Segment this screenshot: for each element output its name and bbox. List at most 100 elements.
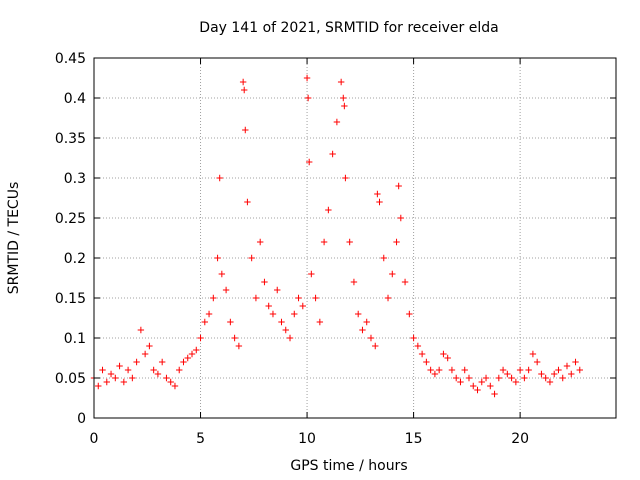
data-point <box>444 354 451 362</box>
data-point <box>227 318 234 326</box>
data-point <box>474 386 481 394</box>
data-point <box>516 366 524 374</box>
data-point <box>304 94 312 102</box>
data-point <box>525 366 532 374</box>
data-points <box>90 74 583 398</box>
data-point <box>99 366 106 374</box>
y-tick-label: 0.15 <box>55 291 86 307</box>
data-point <box>222 286 230 294</box>
data-point <box>551 370 558 378</box>
y-tick-label: 0.1 <box>64 331 86 347</box>
data-point <box>529 350 537 358</box>
data-point <box>205 310 213 318</box>
y-tick-label: 0.3 <box>64 171 86 187</box>
data-point <box>312 294 319 302</box>
data-point <box>137 326 145 334</box>
data-point <box>291 310 298 318</box>
data-point <box>278 318 285 326</box>
data-point <box>342 174 349 182</box>
data-point <box>116 362 123 370</box>
data-point <box>269 310 277 318</box>
y-tick-label: 0.45 <box>55 51 86 67</box>
x-tick-label: 15 <box>405 431 423 447</box>
data-point <box>487 382 494 390</box>
data-point <box>512 378 520 386</box>
data-point <box>154 370 162 378</box>
y-tick-label: 0.35 <box>55 131 86 147</box>
y-axis-label: SRMTID / TECUs <box>6 182 22 295</box>
data-point <box>482 374 490 382</box>
data-point <box>188 350 196 358</box>
data-point <box>372 342 379 350</box>
data-point <box>120 378 128 386</box>
data-point <box>457 378 464 386</box>
data-point <box>235 342 243 350</box>
data-point <box>354 310 362 318</box>
data-point <box>395 182 402 190</box>
data-point <box>265 302 272 310</box>
data-point <box>180 358 187 366</box>
data-point <box>521 374 528 382</box>
y-tick-label: 0.05 <box>55 371 86 387</box>
data-point <box>210 294 217 302</box>
data-point <box>295 294 302 302</box>
data-point <box>563 362 571 370</box>
data-point <box>542 374 549 382</box>
data-point <box>337 78 345 86</box>
data-point <box>397 214 405 222</box>
data-point <box>359 326 366 334</box>
data-point <box>508 374 515 382</box>
data-point <box>406 310 413 318</box>
data-point <box>286 334 294 342</box>
x-tick-label: 0 <box>90 431 99 447</box>
data-point <box>448 366 456 374</box>
data-point <box>568 370 575 378</box>
data-point <box>440 350 447 358</box>
data-point <box>308 270 315 278</box>
data-point <box>478 378 485 386</box>
data-point <box>572 358 579 366</box>
data-point <box>167 378 174 386</box>
grid-layer <box>94 58 616 418</box>
y-tick-label: 0.4 <box>64 91 86 107</box>
data-point <box>461 366 468 374</box>
data-point <box>95 382 102 390</box>
data-point <box>176 366 183 374</box>
data-point <box>241 86 248 94</box>
data-point <box>340 94 347 102</box>
data-point <box>546 378 554 386</box>
data-point <box>184 354 191 362</box>
data-point <box>559 374 566 382</box>
data-point <box>380 254 387 262</box>
data-point <box>248 254 255 262</box>
data-point <box>470 382 477 390</box>
data-point <box>410 334 417 342</box>
x-tick-label: 5 <box>196 431 205 447</box>
data-point <box>435 366 443 374</box>
data-point <box>533 358 541 366</box>
chart-title: Day 141 of 2021, SRMTID for receiver eld… <box>199 20 498 36</box>
data-point <box>218 270 226 278</box>
data-point <box>171 382 179 390</box>
data-point <box>341 102 348 110</box>
data-point <box>252 294 260 302</box>
axis-ticks: 0 0.05 0.1 0.15 0.2 0.25 0.3 0.35 0.4 0.45 0 5 10 15 2… <box>55 51 616 447</box>
y-tick-label: 0.2 <box>64 251 86 267</box>
data-point <box>346 238 353 246</box>
data-point <box>193 346 200 354</box>
data-point <box>107 370 115 378</box>
data-point <box>244 198 251 206</box>
data-point <box>418 350 426 358</box>
data-point <box>384 294 392 302</box>
data-point <box>201 318 208 326</box>
data-point <box>282 326 289 334</box>
x-tick-label: 20 <box>511 431 529 447</box>
data-point <box>491 390 498 398</box>
data-point <box>299 302 306 310</box>
data-point <box>363 318 370 326</box>
data-point <box>465 374 473 382</box>
data-point <box>389 270 396 278</box>
data-point <box>214 254 221 262</box>
data-point <box>367 334 375 342</box>
data-point <box>316 318 324 326</box>
